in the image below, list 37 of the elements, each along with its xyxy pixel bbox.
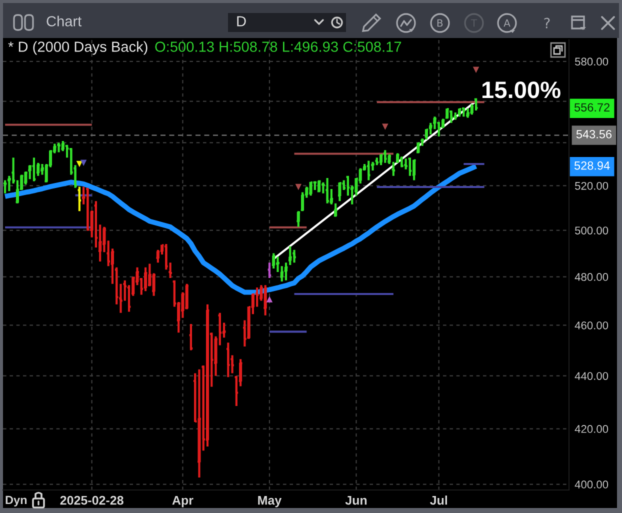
y-tick-label: 520.00 <box>575 182 608 190</box>
point <box>472 66 480 73</box>
candlestick <box>338 181 342 202</box>
x-tick-label: 2025-02-28 <box>60 496 124 505</box>
y-tick-label: 500.00 <box>575 226 608 234</box>
y-tick-label: 480.00 <box>574 273 608 281</box>
text: 528.94 <box>574 161 610 170</box>
point <box>266 296 273 302</box>
point <box>76 160 83 168</box>
text: D <box>237 16 246 26</box>
y-tick-label: 440.00 <box>574 372 608 380</box>
y-tick-label: 460.00 <box>574 321 608 330</box>
x-tick-label: Apr <box>172 496 194 508</box>
candlestick <box>446 107 449 120</box>
text: 556.72 <box>574 103 610 112</box>
x-tick-label: May <box>258 496 282 508</box>
annotation: 15.00% <box>482 82 560 98</box>
chart-title: * D (2000 Days Back) <box>8 41 148 55</box>
text: Dyn <box>6 496 27 507</box>
ref-line-label: 543.56 <box>576 130 612 138</box>
y-tick-label: 580.00 <box>575 58 608 66</box>
candlestick <box>309 181 312 197</box>
candlestick <box>206 303 210 448</box>
candlestick <box>416 142 420 154</box>
point <box>295 184 302 190</box>
x-tick-label: Jul <box>430 496 448 505</box>
point <box>80 160 87 166</box>
candlestick <box>466 107 470 119</box>
candlestick <box>284 262 288 282</box>
text: Chart <box>46 16 82 26</box>
x-tick-label: Jun <box>345 496 367 505</box>
y-tick-label: 400.00 <box>574 480 608 488</box>
candlestick <box>198 368 201 479</box>
y-tick-label: 420.00 <box>574 425 608 433</box>
point <box>382 124 388 130</box>
chart-subtitle: O:500.13 H:508.78 L:496.93 C:508.17 <box>155 42 402 52</box>
candlestick <box>318 179 321 194</box>
